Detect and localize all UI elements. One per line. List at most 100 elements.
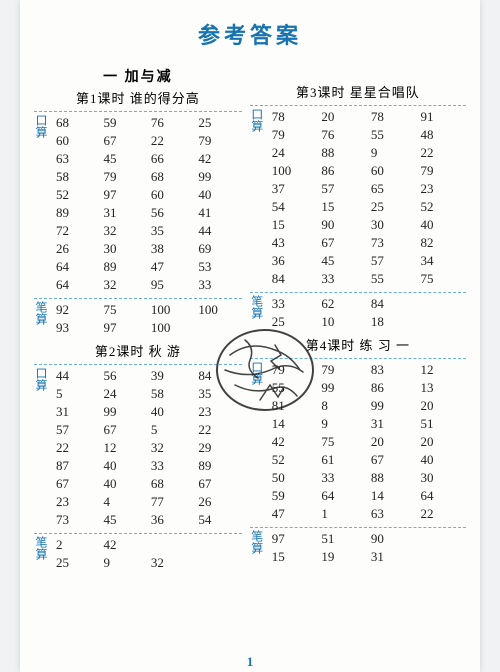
data-row: 64894753 [52, 258, 242, 276]
data-row: 37576523 [268, 180, 466, 198]
data-cell: 5 [147, 421, 194, 439]
data-cell: 67 [99, 421, 146, 439]
data-cell: 40 [99, 475, 146, 493]
data-row: 58796899 [52, 168, 242, 186]
data-cell: 31 [367, 548, 417, 566]
data-cell: 86 [317, 162, 367, 180]
data-cell: 29 [194, 439, 241, 457]
data-cell: 79 [268, 126, 318, 144]
data-cell: 52 [416, 198, 466, 216]
data-cell: 18 [367, 313, 417, 331]
data-row: 975190 [268, 530, 466, 548]
data-cell: 5 [52, 385, 99, 403]
data-cell: 56 [99, 367, 146, 385]
data-cell: 25 [52, 554, 99, 572]
data-cell [147, 536, 194, 554]
data-cell: 65 [367, 180, 417, 198]
data-row: 4716322 [268, 505, 466, 523]
data-cell: 24 [268, 144, 318, 162]
data-cell: 77 [147, 493, 194, 511]
data-cell: 76 [147, 114, 194, 132]
data-cell: 68 [147, 475, 194, 493]
data-cell: 12 [99, 439, 146, 457]
data-row: 15903040 [268, 216, 466, 234]
data-cell: 99 [194, 168, 241, 186]
data-cell: 20 [317, 108, 367, 126]
data-cell: 35 [147, 222, 194, 240]
data-cell: 100 [147, 319, 194, 337]
data-cell: 79 [99, 168, 146, 186]
data-row: 73453654 [52, 511, 242, 529]
data-row: 52616740 [268, 451, 466, 469]
data-cell: 40 [147, 403, 194, 421]
data-cell: 58 [147, 385, 194, 403]
data-cell: 86 [367, 379, 417, 397]
data-cell: 87 [52, 457, 99, 475]
data-cell: 57 [317, 180, 367, 198]
data-cell: 22 [416, 505, 466, 523]
data-cell: 40 [416, 451, 466, 469]
data-cell: 41 [194, 204, 241, 222]
data-cell: 33 [194, 276, 241, 294]
data-cell: 31 [99, 204, 146, 222]
data-row: 36455734 [268, 252, 466, 270]
data-cell: 57 [367, 252, 417, 270]
data-cell: 48 [416, 126, 466, 144]
data-cell: 31 [367, 415, 417, 433]
data-cell: 66 [147, 150, 194, 168]
data-cell: 93 [52, 319, 99, 337]
data-cell: 55 [367, 126, 417, 144]
data-cell [194, 554, 241, 572]
data-cell: 25 [367, 198, 417, 216]
data-cell: 40 [99, 457, 146, 475]
lesson1-title: 第1课时 谁的得分高 [34, 88, 242, 107]
data-cell: 88 [317, 144, 367, 162]
data-cell: 75 [317, 433, 367, 451]
data-cell: 44 [194, 222, 241, 240]
data-cell: 30 [416, 469, 466, 487]
data-cell: 24 [99, 385, 146, 403]
lesson4-bisuan: 笔算 975190151931 [250, 527, 466, 566]
kousuan-label: 口算 [34, 367, 48, 391]
data-cell: 22 [52, 439, 99, 457]
data-row: 87403389 [52, 457, 242, 475]
data-cell: 83 [367, 361, 417, 379]
data-row: 100866079 [268, 162, 466, 180]
data-cell: 2 [52, 536, 99, 554]
data-cell: 97 [268, 530, 318, 548]
data-cell: 84 [367, 295, 417, 313]
data-cell: 59 [99, 114, 146, 132]
data-cell: 45 [317, 252, 367, 270]
data-cell: 38 [147, 240, 194, 258]
data-cell: 36 [147, 511, 194, 529]
data-cell: 32 [99, 276, 146, 294]
data-cell: 15 [317, 198, 367, 216]
data-cell: 99 [99, 403, 146, 421]
data-cell: 30 [367, 216, 417, 234]
data-cell: 15 [268, 216, 318, 234]
data-cell: 99 [367, 397, 417, 415]
bisuan-label: 笔算 [250, 530, 264, 554]
data-cell: 59 [268, 487, 318, 505]
data-cell: 32 [99, 222, 146, 240]
data-cell: 90 [317, 216, 367, 234]
data-cell: 67 [99, 132, 146, 150]
data-cell: 56 [147, 204, 194, 222]
data-cell: 20 [416, 433, 466, 451]
data-cell: 47 [147, 258, 194, 276]
data-cell [416, 313, 466, 331]
data-cell: 69 [194, 240, 241, 258]
data-row: 72323544 [52, 222, 242, 240]
data-cell: 33 [147, 457, 194, 475]
data-cell [416, 295, 466, 313]
data-cell: 36 [268, 252, 318, 270]
data-cell: 89 [194, 457, 241, 475]
main-title: 参考答案 [34, 18, 466, 50]
data-cell: 76 [317, 126, 367, 144]
data-cell: 40 [416, 216, 466, 234]
data-cell: 51 [317, 530, 367, 548]
data-cell: 90 [367, 530, 417, 548]
data-cell: 33 [317, 270, 367, 288]
data-cell: 78 [268, 108, 318, 126]
data-cell: 15 [268, 548, 318, 566]
